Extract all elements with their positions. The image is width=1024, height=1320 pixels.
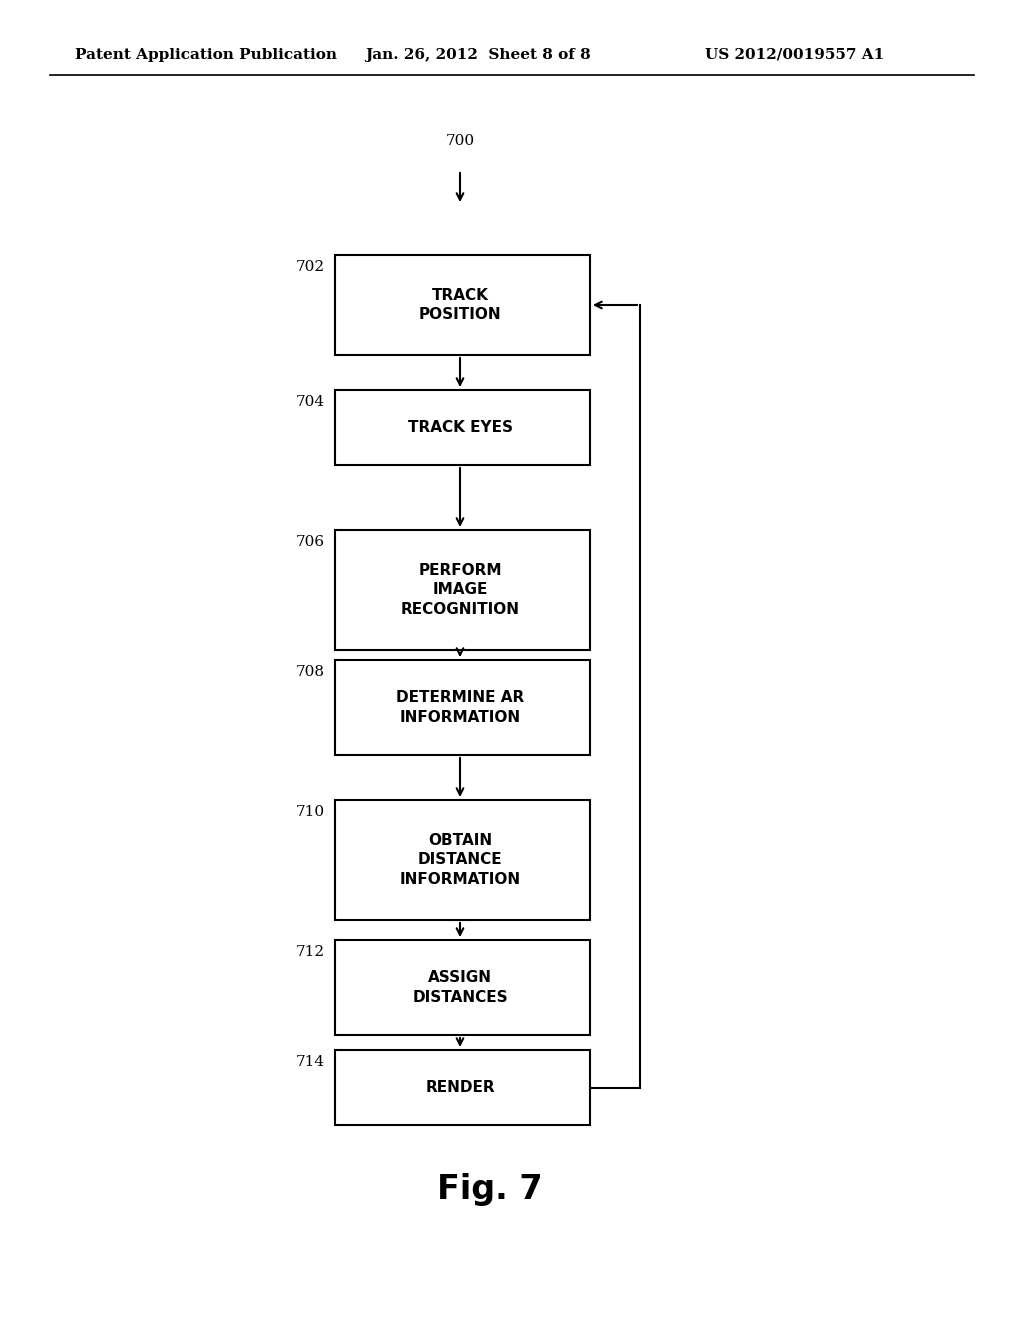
Text: TRACK
POSITION: TRACK POSITION bbox=[419, 288, 502, 322]
Bar bbox=[335, 531, 590, 649]
Text: US 2012/0019557 A1: US 2012/0019557 A1 bbox=[705, 48, 885, 62]
Text: OBTAIN
DISTANCE
INFORMATION: OBTAIN DISTANCE INFORMATION bbox=[399, 833, 520, 887]
Text: Fig. 7: Fig. 7 bbox=[437, 1173, 543, 1206]
Text: 708: 708 bbox=[296, 665, 325, 678]
Text: 712: 712 bbox=[296, 945, 325, 960]
Text: 702: 702 bbox=[296, 260, 325, 275]
Text: DETERMINE AR
INFORMATION: DETERMINE AR INFORMATION bbox=[396, 690, 524, 725]
Text: Patent Application Publication: Patent Application Publication bbox=[75, 48, 337, 62]
Text: 700: 700 bbox=[445, 135, 474, 148]
Text: 706: 706 bbox=[296, 535, 325, 549]
Text: RENDER: RENDER bbox=[425, 1080, 495, 1096]
Text: PERFORM
IMAGE
RECOGNITION: PERFORM IMAGE RECOGNITION bbox=[400, 562, 519, 618]
Text: 710: 710 bbox=[296, 805, 325, 818]
Bar bbox=[335, 255, 590, 355]
Bar bbox=[335, 389, 590, 465]
Text: TRACK EYES: TRACK EYES bbox=[408, 420, 512, 436]
Bar bbox=[335, 660, 590, 755]
Text: 704: 704 bbox=[296, 395, 325, 409]
Bar bbox=[335, 800, 590, 920]
Text: Jan. 26, 2012  Sheet 8 of 8: Jan. 26, 2012 Sheet 8 of 8 bbox=[365, 48, 591, 62]
Text: 714: 714 bbox=[296, 1055, 325, 1069]
Bar bbox=[335, 1049, 590, 1125]
Text: ASSIGN
DISTANCES: ASSIGN DISTANCES bbox=[413, 970, 508, 1005]
Bar bbox=[335, 940, 590, 1035]
